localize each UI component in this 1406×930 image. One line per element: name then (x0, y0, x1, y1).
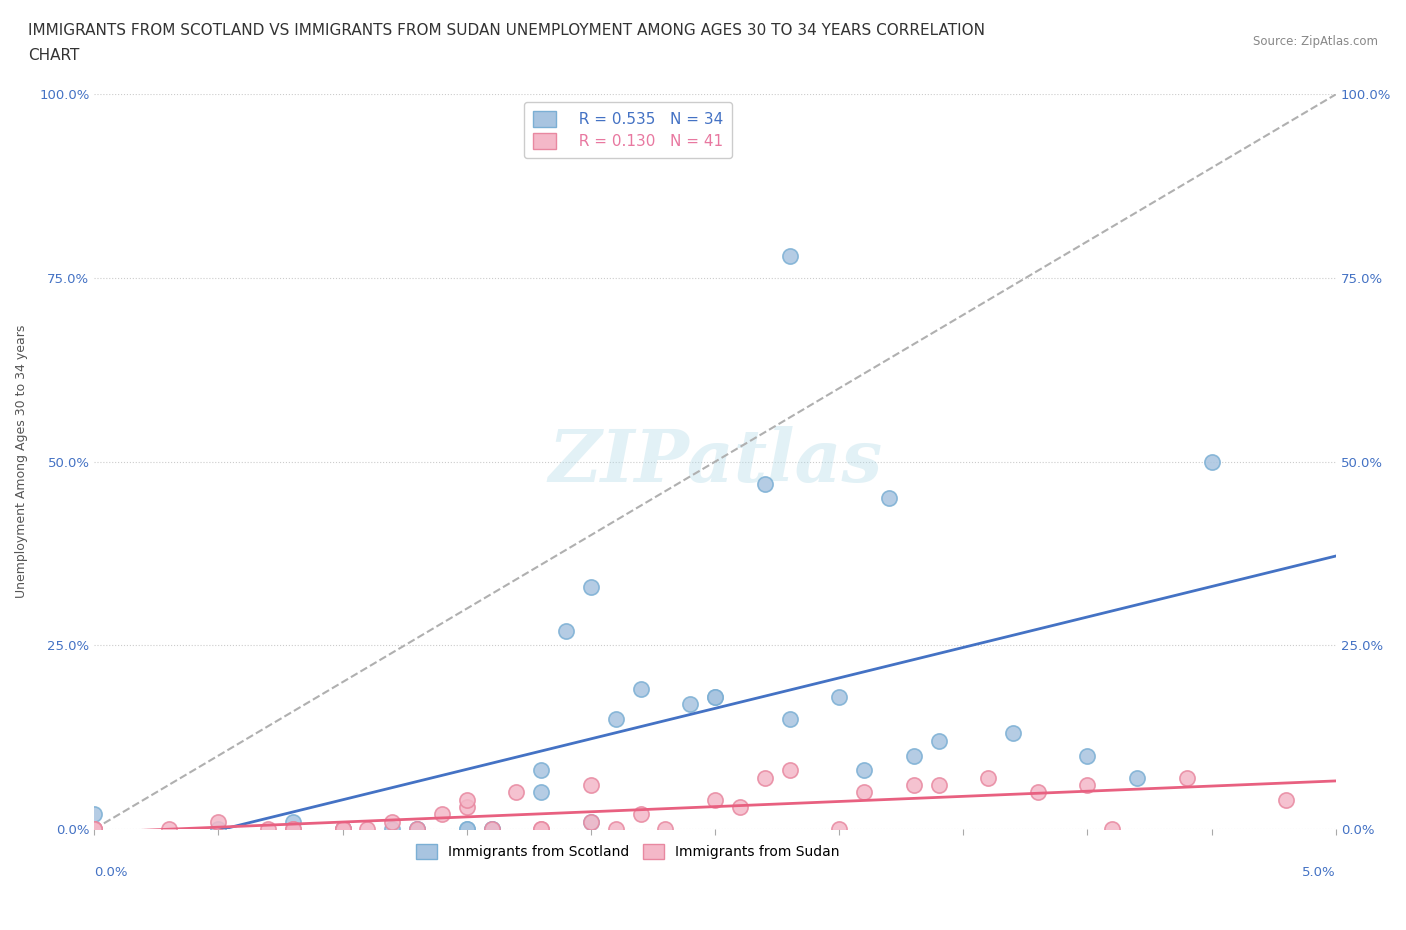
Point (1076, 748, 1098, 763)
Point (530, 785, 553, 800)
Point (406, 821, 429, 836)
Point (779, 763, 801, 777)
Text: IMMIGRANTS FROM SCOTLAND VS IMMIGRANTS FROM SUDAN UNEMPLOYMENT AMONG AGES 30 TO : IMMIGRANTS FROM SCOTLAND VS IMMIGRANTS F… (28, 23, 986, 38)
Point (605, 821, 627, 836)
Text: CHART: CHART (28, 48, 80, 63)
Point (877, 491, 900, 506)
Point (332, 821, 354, 836)
Point (1126, 770, 1149, 785)
Text: 0.0%: 0.0% (94, 866, 128, 879)
Point (83, 821, 105, 836)
Point (83, 821, 105, 836)
Point (356, 821, 378, 836)
Point (83, 821, 105, 836)
Point (579, 777, 602, 792)
Point (654, 821, 676, 836)
Point (704, 792, 727, 807)
Point (481, 821, 503, 836)
Text: 5.0%: 5.0% (1302, 866, 1336, 879)
Point (281, 814, 304, 829)
Point (579, 579, 602, 594)
Point (332, 821, 354, 836)
Point (381, 814, 404, 829)
Y-axis label: Unemployment Among Ages 30 to 34 years: Unemployment Among Ages 30 to 34 years (15, 325, 28, 598)
Point (456, 800, 478, 815)
Point (754, 770, 776, 785)
Point (928, 734, 950, 749)
Point (704, 689, 727, 704)
Point (505, 785, 527, 800)
Point (456, 792, 478, 807)
Point (728, 800, 751, 815)
Point (381, 821, 404, 836)
Point (83, 807, 105, 822)
Point (779, 248, 801, 263)
Point (157, 821, 180, 836)
Point (928, 777, 950, 792)
Point (1001, 726, 1024, 741)
Point (456, 821, 478, 836)
Point (1076, 777, 1098, 792)
Point (579, 814, 602, 829)
Point (481, 821, 503, 836)
Point (555, 623, 578, 638)
Point (530, 821, 553, 836)
Point (530, 821, 553, 836)
Point (1101, 821, 1123, 836)
Point (1026, 785, 1049, 800)
Point (332, 821, 354, 836)
Point (456, 821, 478, 836)
Point (679, 697, 702, 711)
Point (207, 814, 229, 829)
Point (1201, 454, 1223, 469)
Point (406, 821, 429, 836)
Point (257, 821, 280, 836)
Point (332, 821, 354, 836)
Point (828, 821, 851, 836)
Point (281, 821, 304, 836)
Point (1275, 792, 1298, 807)
Point (828, 689, 851, 704)
Point (977, 770, 1000, 785)
Point (903, 777, 925, 792)
Point (853, 785, 876, 800)
Text: ZIPatlas: ZIPatlas (548, 426, 882, 498)
Point (853, 763, 876, 777)
Point (704, 689, 727, 704)
Point (779, 711, 801, 726)
Point (430, 807, 453, 822)
Point (754, 476, 776, 491)
Point (630, 807, 652, 822)
Point (1175, 770, 1198, 785)
Point (83, 821, 105, 836)
Point (903, 748, 925, 763)
Legend:   R = 0.535   N = 34,   R = 0.130   N = 41: R = 0.535 N = 34, R = 0.130 N = 41 (524, 102, 733, 158)
Point (579, 814, 602, 829)
Point (481, 821, 503, 836)
Point (605, 711, 627, 726)
Point (630, 682, 652, 697)
Point (332, 821, 354, 836)
Text: Source: ZipAtlas.com: Source: ZipAtlas.com (1253, 35, 1378, 48)
Point (281, 821, 304, 836)
Point (530, 763, 553, 777)
Point (207, 821, 229, 836)
Point (406, 821, 429, 836)
